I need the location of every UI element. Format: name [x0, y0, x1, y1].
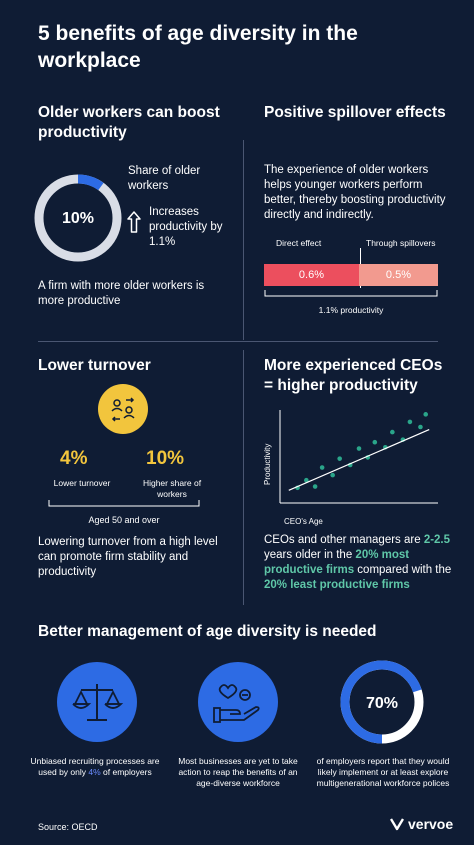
s3-body: Lowering turnover from a high level can …: [38, 536, 218, 578]
hand-heart-icon: [198, 662, 278, 742]
brand-name: vervoe: [408, 816, 454, 832]
bar-direct-effect: 0.6%: [264, 264, 359, 286]
higher-share-label: Higher share of workers: [142, 478, 202, 499]
spillover-label: Through spillovers: [366, 238, 436, 248]
s4-body-most: 20% most productive firms: [264, 549, 410, 576]
donut-arc: [340, 660, 424, 744]
col3-text: of employers report that they would like…: [316, 756, 450, 788]
age-bracket: [48, 500, 200, 507]
scatter-point: [423, 412, 429, 417]
scatter-point: [337, 456, 342, 461]
col1-text: Unbiased recruiting processes are used b…: [30, 756, 160, 778]
age-group-label: Aged 50 and over: [88, 515, 160, 525]
s1-title: Older workers can boost productivity: [38, 104, 220, 141]
people-swap-icon: [98, 384, 148, 434]
total-label: 1.1% productivity: [318, 305, 384, 315]
lower-turnover-label: Lower turnover: [53, 478, 111, 488]
scatter-point: [407, 419, 413, 425]
col1-text-value: 4%: [88, 767, 101, 777]
scatter-point: [304, 477, 309, 483]
scatter-point: [356, 446, 362, 451]
s4-body-least: 20% least productive firms: [264, 579, 410, 591]
scatter-points: [295, 412, 429, 491]
bar-spillover: 0.5%: [358, 264, 438, 286]
col1-text-c: of employers: [100, 767, 152, 777]
source-text: Source: OECD: [38, 822, 98, 832]
bar-spill-value: 0.5%: [385, 269, 411, 281]
s4-body-5: compared with the: [354, 564, 452, 576]
divider-horizontal-mid: [38, 341, 438, 342]
s4-body: CEOs and other managers are 2-2.5 years …: [264, 533, 459, 593]
s1-body: A firm with more older workers is more p…: [38, 280, 205, 307]
scales-icon: [57, 662, 137, 742]
scatter-point: [418, 424, 423, 430]
trend-line: [288, 428, 430, 491]
page-title: 5 benefits of age diversity in the workp…: [38, 22, 358, 72]
s4-body-years: 2-2.5: [423, 534, 451, 546]
donut-value: 10%: [62, 210, 94, 227]
bar-direct-value: 0.6%: [298, 269, 324, 281]
employers-donut: 70%: [340, 660, 424, 744]
lower-turnover-value: 4%: [60, 448, 88, 469]
s4-title: More experienced CEOs = higher productiv…: [264, 357, 443, 394]
scatter-point: [330, 472, 335, 478]
donut-arc: [34, 174, 122, 262]
scatter-point: [319, 465, 325, 470]
s2-body: The experience of older workers helps yo…: [264, 164, 446, 221]
vervoe-logo: vervoe: [390, 816, 453, 832]
s4-body-3: years older in the: [264, 549, 356, 561]
x-axis-label: CEO's Age: [284, 517, 323, 526]
s5-title: Better management of age diversity is ne…: [38, 623, 377, 640]
donut-value: 70%: [366, 695, 398, 712]
s4-body-1: CEOs and other managers are: [264, 534, 424, 546]
increase-label: Increases productivity by 1.1%: [149, 206, 223, 248]
vervoe-logo-icon: [390, 818, 404, 831]
ceo-scatter-chart: Productivity CEO's Age: [263, 410, 438, 526]
share-donut: 10%: [34, 174, 122, 262]
s2-title: Positive spillover effects: [264, 104, 446, 121]
divider-vertical-top: [243, 140, 244, 340]
higher-share-value: 10%: [146, 448, 185, 469]
scatter-point: [390, 429, 395, 435]
y-axis-label: Productivity: [263, 444, 272, 485]
col2-text: Most businesses are yet to take action t…: [178, 756, 298, 788]
direct-effect-label: Direct effect: [276, 238, 322, 248]
total-bracket: [264, 290, 438, 297]
divider-vertical-bottom: [243, 350, 244, 605]
scatter-point: [312, 484, 318, 489]
up-arrow-icon: [127, 211, 141, 233]
scatter-point: [372, 439, 378, 445]
s3-title: Lower turnover: [38, 357, 151, 374]
col1-text-a: Unbiased recruiting processes are used b…: [30, 756, 160, 777]
share-label: Share of older workers: [128, 165, 201, 192]
